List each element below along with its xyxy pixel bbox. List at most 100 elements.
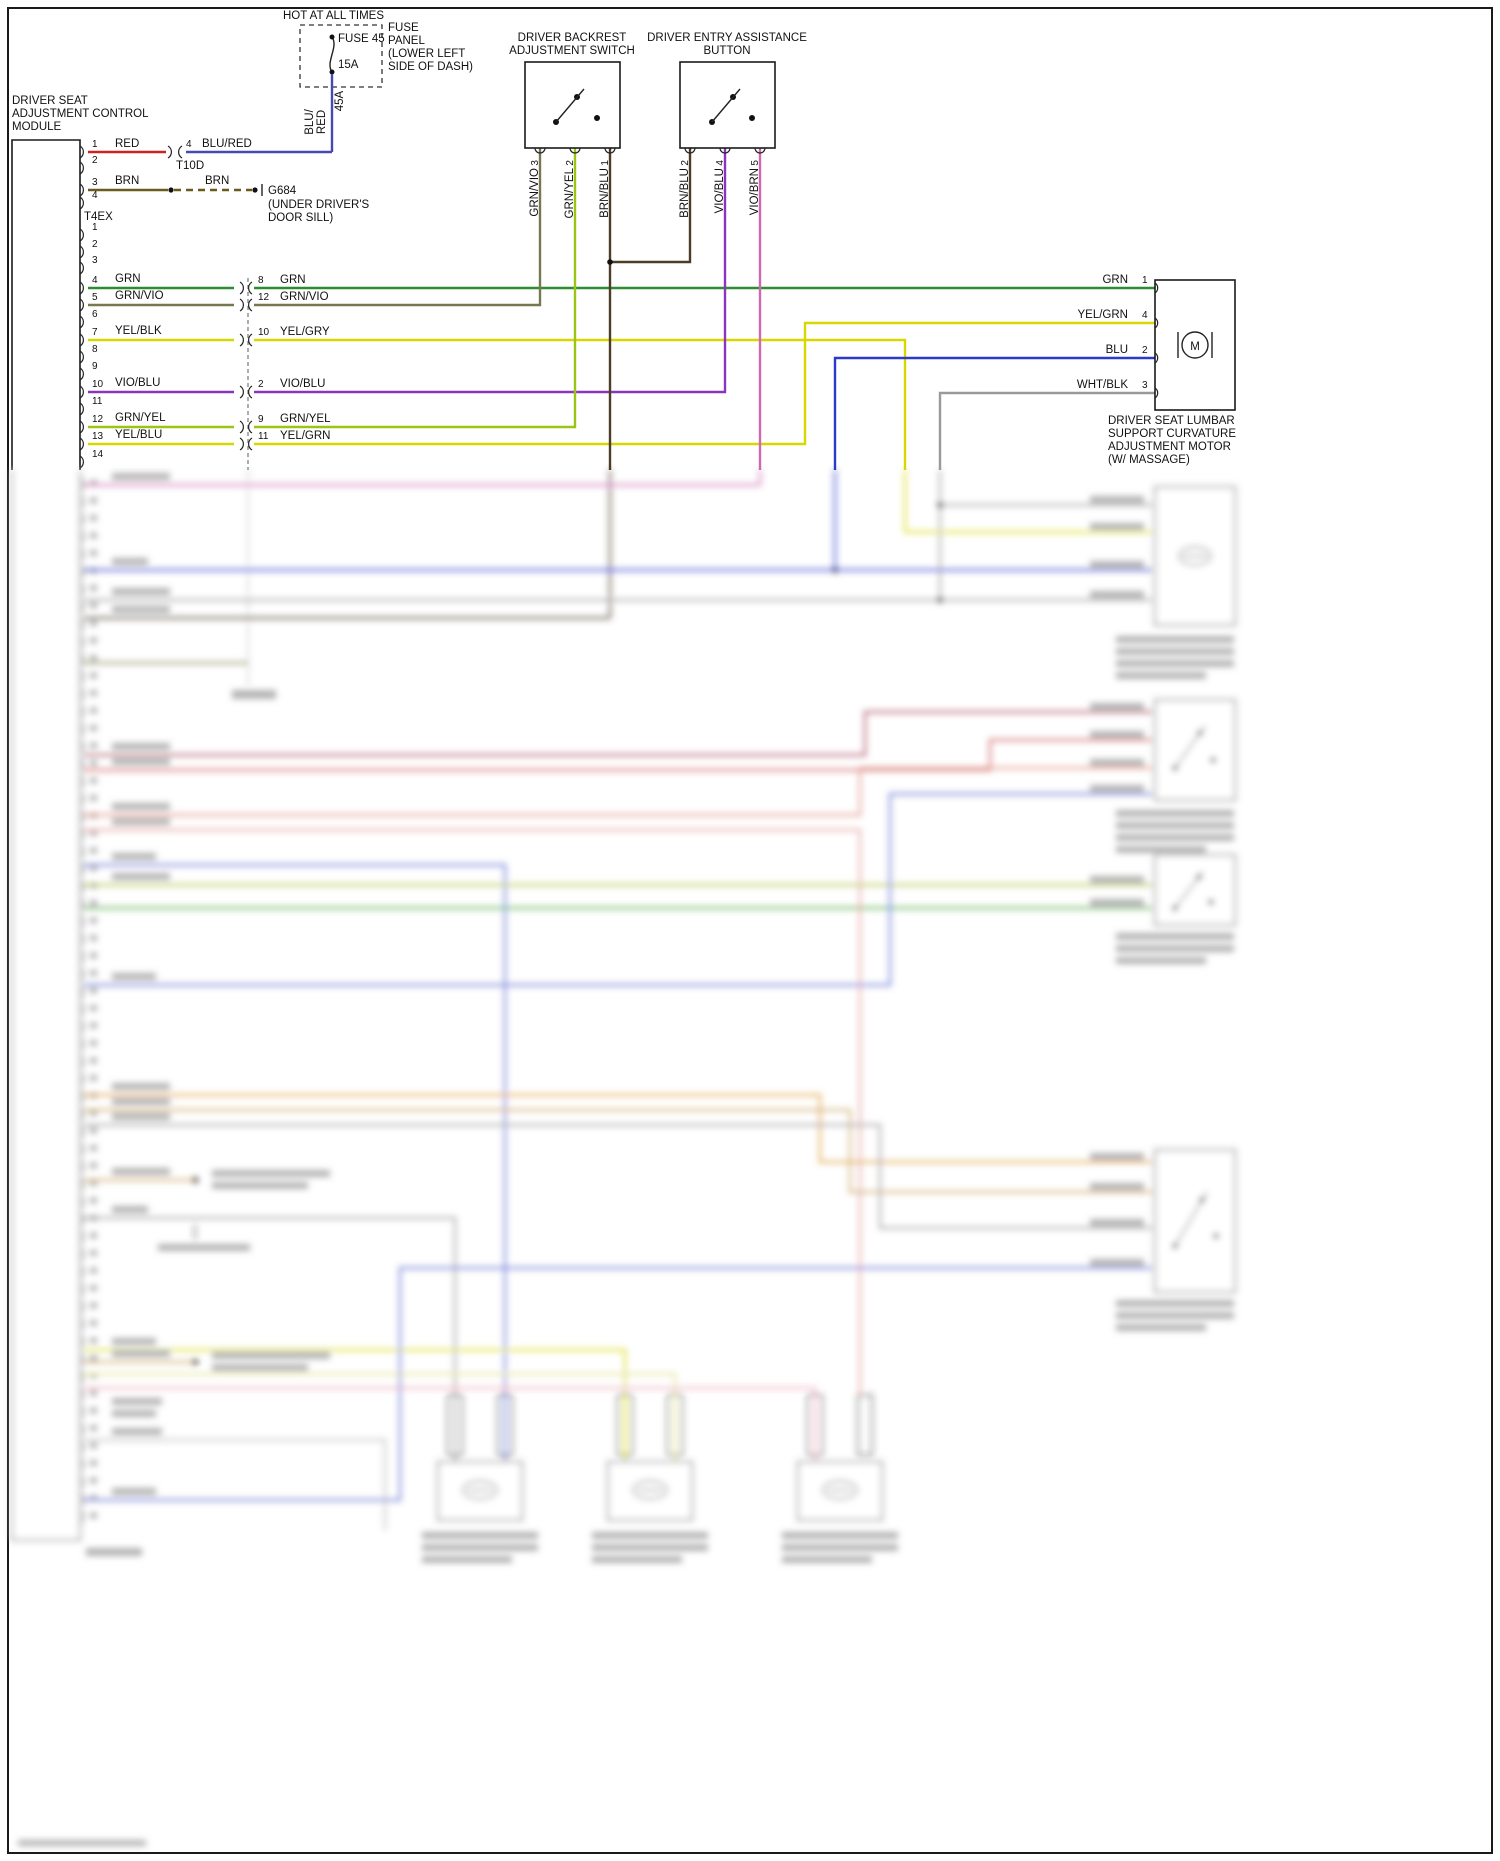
blurred-section — [11, 470, 1236, 1846]
wire-color-label: GRN/VIO — [529, 168, 541, 217]
blurred-bottom-motor — [592, 1394, 708, 1563]
wire-color-label: YEL/GRN — [280, 430, 331, 442]
wire-color-label: GRN/YEL — [564, 167, 576, 218]
blurred-text — [86, 1548, 142, 1556]
motor-letter: M — [1190, 341, 1200, 353]
lumbar-motor-title: (W/ MASSAGE) — [1108, 454, 1190, 466]
wire-color-label: BRN/BLU — [679, 168, 691, 218]
ground-label: G684 — [268, 185, 297, 197]
pin-number: 9 — [92, 361, 98, 372]
pin-number: 5 — [750, 160, 761, 166]
blurred-wire — [84, 1093, 1152, 1164]
blurred-switch-symbol — [1172, 1191, 1219, 1249]
wire-color-label: BRN — [205, 175, 229, 187]
pin-number: 2 — [258, 379, 264, 390]
blurred-bottom-motor — [782, 1394, 898, 1563]
connector-id-label: T4EX — [84, 211, 113, 223]
ground-note: (UNDER DRIVER'S — [268, 199, 370, 211]
wire-color-label: VIO/BLU — [714, 168, 726, 213]
pin-number: 2 — [1142, 345, 1148, 356]
backrest-switch-title: DRIVER BACKREST — [518, 32, 627, 44]
blurred-wire — [84, 738, 1152, 772]
blurred-wire — [84, 1348, 627, 1462]
wire-color-label: YEL/GRN — [1078, 309, 1129, 321]
wire-blu-from-motor — [833, 356, 1155, 470]
pin-number: 10 — [92, 379, 104, 390]
blurred-wire — [84, 1386, 817, 1462]
blurred-switch-symbol — [1172, 725, 1216, 771]
wire-color-label: VIO/BRN — [749, 168, 761, 215]
blurred-bottom-motor — [422, 1394, 538, 1563]
wire-color-label: YEL/BLK — [115, 325, 162, 337]
pin-number: 2 — [565, 160, 576, 166]
blurred-motor-symbol — [1178, 546, 1212, 566]
pin-number: 1 — [1142, 275, 1148, 286]
pin-number: 7 — [92, 327, 98, 338]
blurred-component-box — [1154, 1149, 1236, 1293]
blurred-wire — [84, 863, 507, 1462]
lumbar-motor-title: DRIVER SEAT LUMBAR — [1108, 415, 1235, 427]
wire-color-label: GRN/YEL — [280, 413, 331, 425]
pin-number: 1 — [92, 222, 98, 233]
switch-pin-arcs — [684, 147, 766, 154]
wire-grn-yel-to-switch — [254, 148, 577, 429]
switch-symbol — [709, 88, 755, 125]
pin-number: 2 — [92, 155, 98, 166]
blurred-wire — [84, 828, 862, 1395]
fuse-symbol — [329, 36, 335, 73]
wire-yel-gry — [254, 338, 907, 470]
wire-color-label: RED — [115, 138, 139, 150]
pin-number: 8 — [258, 275, 264, 286]
wire-grn-vio-to-switch — [254, 148, 542, 307]
wire-color-label: GRN — [280, 274, 306, 286]
wire-color-label: WHT/BLK — [1077, 379, 1128, 391]
page-border — [7, 7, 1493, 1854]
module-box-upper — [11, 139, 81, 470]
wire-color-label: BLU — [1106, 344, 1128, 356]
pin-number: 4 — [1142, 310, 1148, 321]
wire-color-label: GRN — [1102, 274, 1128, 286]
pin-number: 6 — [92, 309, 98, 320]
entry-button-box — [679, 61, 776, 149]
clear-section: HOT AT ALL TIMES FUSE 45 15A FUSE PANEL … — [11, 10, 1236, 470]
blurred-wire — [84, 1108, 1152, 1194]
fuse-panel-note: SIDE OF DASH) — [388, 61, 473, 73]
fuse-name-label: FUSE 45 — [338, 33, 385, 45]
junction-dot — [937, 597, 943, 603]
fuse-panel-note: PANEL — [388, 35, 425, 47]
module-title: ADJUSTMENT CONTROL — [12, 108, 149, 120]
wire-color-label: VIO/BLU — [115, 377, 160, 389]
blurred-fine-print — [18, 1840, 146, 1846]
lumbar-motor-box — [1154, 279, 1236, 411]
pin-number: 5 — [92, 292, 98, 303]
backrest-switch-box — [524, 61, 621, 149]
blurred-wire — [84, 792, 1152, 987]
fuse-rating-label: 15A — [338, 59, 359, 71]
pin-number: 9 — [258, 414, 264, 425]
pin-number: 4 — [186, 139, 192, 150]
blurred-wire — [84, 710, 1152, 757]
ground-note: DOOR SILL) — [268, 212, 333, 224]
wire-color-label: BLU/ — [304, 108, 316, 134]
hot-at-all-times-label: HOT AT ALL TIMES — [283, 10, 384, 22]
lumbar-motor-title: ADJUSTMENT MOTOR — [1108, 441, 1231, 453]
wire-color-label: BRN/BLU — [599, 168, 611, 218]
pin-number: 3 — [530, 160, 541, 166]
entry-button-title: DRIVER ENTRY ASSISTANCE — [647, 32, 807, 44]
switch-pin-arcs — [534, 147, 616, 154]
wire-color-label: VIO/BLU — [280, 378, 325, 390]
module-title: DRIVER SEAT — [12, 95, 88, 107]
blurred-wire — [84, 766, 1152, 817]
pin-number: 1 — [600, 160, 611, 166]
pin-number: 14 — [92, 449, 104, 460]
wire-color-label: YEL/GRY — [280, 326, 330, 338]
switch-symbol — [553, 88, 600, 125]
blurred-captions — [1116, 636, 1234, 1331]
pin-number: 12 — [258, 292, 270, 303]
backrest-switch-title: ADJUSTMENT SWITCH — [509, 45, 635, 57]
blurred-wire — [84, 1216, 457, 1462]
lumbar-motor-title: SUPPORT CURVATURE — [1108, 428, 1236, 440]
wire-vio-blu-to-button — [254, 148, 727, 394]
junction-dot — [252, 187, 258, 193]
